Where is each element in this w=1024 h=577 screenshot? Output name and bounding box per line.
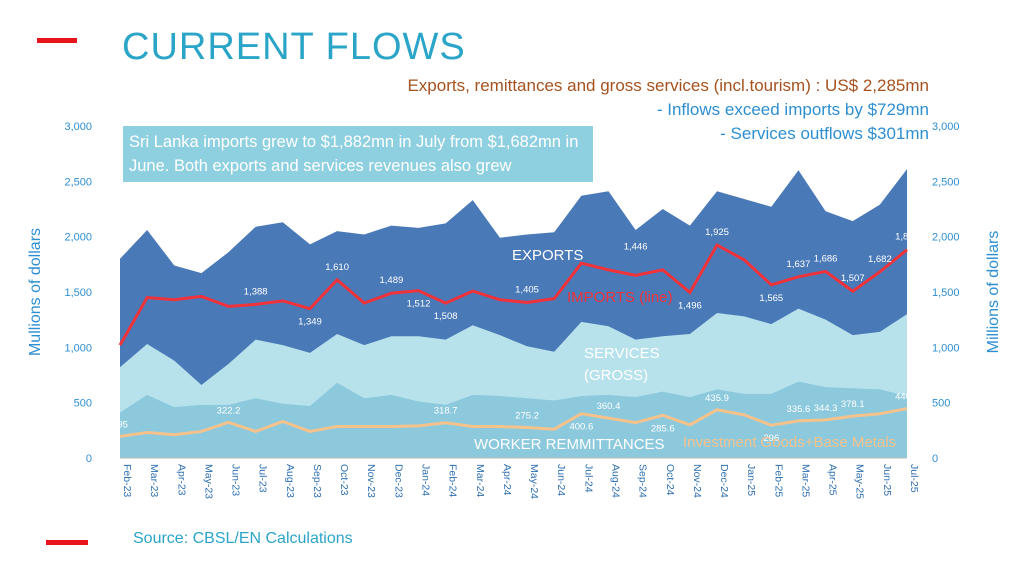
x-tick-label: Apr-25 xyxy=(827,464,839,496)
investment-data-label: 335.6 xyxy=(787,404,811,415)
y-tick-label-left: 3,000 xyxy=(64,121,92,133)
investment-data-label: 296 xyxy=(763,433,779,444)
x-tick-label: May-23 xyxy=(202,464,214,499)
y-tick-label-right: 1,000 xyxy=(932,342,960,354)
x-tick-label: Mar-24 xyxy=(474,464,486,497)
y-tick-label-right: 500 xyxy=(932,398,950,410)
subline-inflows: - Inflows exceed imports by $729mn xyxy=(656,100,929,119)
y-axis-title-right: Millions of dollars xyxy=(985,231,1002,354)
y-tick-label-left: 0 xyxy=(86,453,92,465)
x-tick-label: Nov-23 xyxy=(365,464,377,498)
imports-data-label: 1,610 xyxy=(325,262,349,273)
investment-data-label: 435.9 xyxy=(705,393,729,404)
imports-data-label: 1,446 xyxy=(624,241,648,252)
x-tick-label: Feb-23 xyxy=(121,464,133,497)
investment-data-label: 446.6 xyxy=(895,392,919,403)
x-tick-label: Feb-25 xyxy=(772,464,784,497)
x-tick-label: Mar-23 xyxy=(148,464,160,497)
x-tick-label: Jun-23 xyxy=(230,464,242,496)
remittances-label: WORKER REMMITTANCES xyxy=(474,436,665,453)
y-tick-label-right: 0 xyxy=(932,453,938,465)
investment-data-label: 195 xyxy=(112,419,128,430)
x-tick-label: Jan-24 xyxy=(420,464,432,496)
y-tick-label-left: 2,500 xyxy=(64,176,92,188)
x-tick-label: Jun-24 xyxy=(555,464,567,496)
imports-data-label: 1,686 xyxy=(814,253,838,264)
investment-goods-line xyxy=(119,407,908,438)
exports-label: EXPORTS xyxy=(512,247,583,264)
x-tick-label: Jan-25 xyxy=(745,464,757,496)
slide-title: CURRENT FLOWS xyxy=(122,26,466,68)
investment-data-label: 318.7 xyxy=(434,406,458,417)
x-tick-label: Mar-25 xyxy=(799,464,811,497)
x-tick-label: May-25 xyxy=(854,464,866,499)
imports-data-label: 1,508 xyxy=(434,311,458,322)
x-tick-label: Oct-23 xyxy=(338,464,350,496)
imports-data-label: 1,637 xyxy=(787,259,811,270)
x-tick-label: Dec-24 xyxy=(718,464,730,498)
y-tick-label-right: 2,500 xyxy=(932,176,960,188)
investment-data-label: 400.6 xyxy=(569,422,593,433)
y-tick-label-right: 2,000 xyxy=(932,232,960,244)
x-tick-label: Apr-23 xyxy=(175,464,187,496)
x-tick-label: Aug-24 xyxy=(609,464,621,498)
x-tick-label: Oct-24 xyxy=(664,464,676,496)
x-tick-label: Jul-23 xyxy=(257,464,269,493)
imports-data-label: 1,489 xyxy=(379,275,403,286)
imports-data-label: 1,512 xyxy=(407,299,431,310)
x-tick-label: Jun-25 xyxy=(881,464,893,496)
investment-data-label: 322.2 xyxy=(217,405,241,416)
imports-data-label: 1,349 xyxy=(298,317,322,328)
axes: 0 0 500 500 1,000 1,000 1,500 1,500 2,000 2,000 2,… xyxy=(27,121,1002,499)
callout-box: Sri Lanka imports grew to $1,882mn in Ju… xyxy=(123,126,593,182)
x-tick-label: Sep-23 xyxy=(311,464,323,498)
investment-data-label: 344.3 xyxy=(814,403,838,414)
services-label-gross: (GROSS) xyxy=(584,367,648,384)
accent-bar-top xyxy=(37,38,77,43)
imports-data-label: 1,388 xyxy=(244,286,268,297)
imports-data-label: 1,507 xyxy=(841,273,865,284)
y-tick-label-left: 1,500 xyxy=(64,287,92,299)
investment-data-label: 360.4 xyxy=(597,401,621,412)
imports-data-label: 1,565 xyxy=(759,293,783,304)
imports-data-label: 1,882 xyxy=(895,232,919,243)
headline: Exports, remittances and gross services … xyxy=(407,76,929,95)
imports-data-label: 1,682 xyxy=(868,254,892,265)
x-tick-label: Jul-24 xyxy=(582,464,594,493)
source-note: Source: CBSL/EN Calculations xyxy=(133,530,353,547)
imports-label: IMPORTS (line) xyxy=(567,289,673,306)
y-tick-label-left: 500 xyxy=(74,398,92,410)
x-tick-label: Sep-24 xyxy=(637,464,649,498)
x-tick-label: Apr-24 xyxy=(501,464,513,496)
x-tick-label: Dec-23 xyxy=(392,464,404,498)
remittances-area xyxy=(120,381,907,458)
line-series xyxy=(118,242,908,438)
imports-data-label: 1,496 xyxy=(678,300,702,311)
x-tick-label: May-24 xyxy=(528,464,540,499)
y-tick-label-left: 1,000 xyxy=(64,342,92,354)
y-tick-label-left: 2,000 xyxy=(64,232,92,244)
imports-data-label: 1,925 xyxy=(705,227,729,238)
accent-bar-bottom xyxy=(46,540,88,545)
investment-data-label: 275.2 xyxy=(515,411,539,422)
investment-goods-label: Investment Goods+Base Metals xyxy=(683,434,896,451)
area-series xyxy=(120,169,907,458)
x-tick-label: Jul-25 xyxy=(908,464,920,493)
y-tick-label-right: 3,000 xyxy=(932,121,960,133)
imports-line xyxy=(118,242,908,346)
investment-data-label: 285.6 xyxy=(651,423,675,434)
x-tick-label: Aug-23 xyxy=(284,464,296,498)
services-label: SERVICES xyxy=(584,345,660,362)
x-tick-label: Feb-24 xyxy=(447,464,459,497)
y-axis-title-left: Mullions of dollars xyxy=(27,228,44,356)
x-tick-label: Nov-24 xyxy=(691,464,703,498)
y-tick-label-right: 1,500 xyxy=(932,287,960,299)
investment-data-label: 378.1 xyxy=(841,399,865,410)
imports-data-label: 1,405 xyxy=(515,285,539,296)
subline-services-outflows: - Services outflows $301mn xyxy=(720,124,929,143)
